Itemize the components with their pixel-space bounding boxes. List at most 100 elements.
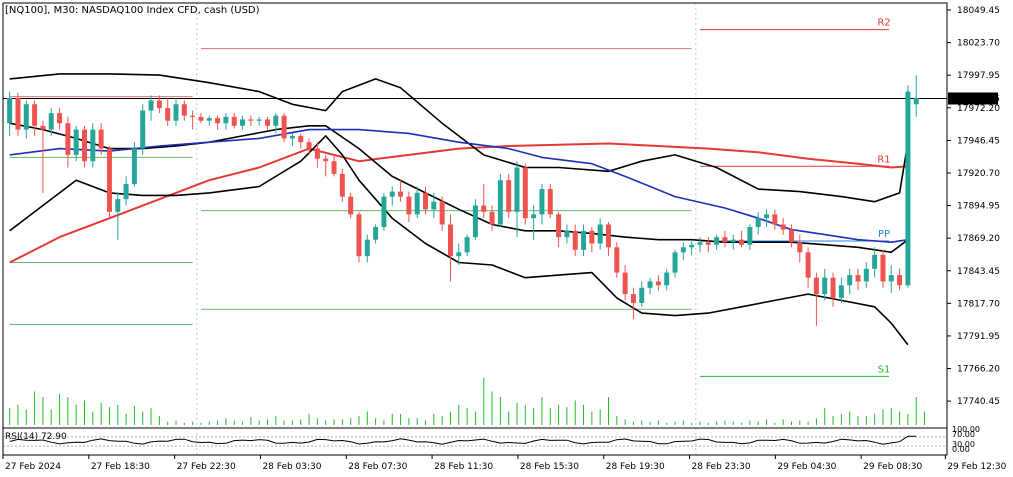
candle-body[interactable] (165, 108, 171, 121)
candle-body[interactable] (838, 285, 844, 298)
candle-body[interactable] (373, 227, 379, 240)
candle-body[interactable] (589, 230, 595, 244)
candle-body[interactable] (714, 237, 720, 245)
time-axis-label[interactable]: 29 Feb 04:30 (777, 462, 836, 472)
candle-body[interactable] (880, 254, 886, 282)
time-axis-label[interactable]: 27 Feb 18:30 (91, 462, 150, 472)
candle-body[interactable] (722, 237, 728, 243)
candle-body[interactable] (730, 239, 736, 243)
candle-body[interactable] (564, 230, 570, 238)
candle-body[interactable] (156, 100, 162, 109)
price-axis-label[interactable]: 17972.20 (957, 104, 1000, 114)
candle-body[interactable] (398, 191, 404, 197)
candlesticks[interactable] (7, 75, 919, 326)
candle-body[interactable] (48, 113, 54, 130)
candle-body[interactable] (506, 180, 512, 212)
candle-body[interactable] (822, 277, 828, 295)
candle-body[interactable] (206, 118, 212, 121)
candle-body[interactable] (830, 277, 836, 298)
candle-body[interactable] (531, 214, 537, 219)
candle-body[interactable] (788, 229, 794, 243)
candle-body[interactable] (406, 196, 412, 215)
candle-body[interactable] (423, 192, 429, 210)
candle-body[interactable] (863, 268, 869, 282)
price-axis-label[interactable]: 17766.20 (957, 365, 1000, 375)
candle-body[interactable] (15, 97, 21, 130)
candle-body[interactable] (772, 214, 778, 225)
candle-body[interactable] (639, 287, 645, 303)
candle-body[interactable] (605, 224, 611, 248)
candle-body[interactable] (389, 191, 395, 197)
candle-body[interactable] (65, 123, 71, 155)
time-axis-label[interactable]: 28 Feb 23:30 (692, 462, 751, 472)
candle-body[interactable] (256, 119, 262, 121)
price-axis-label[interactable]: 17791.95 (957, 332, 1000, 342)
time-axis-label[interactable]: 28 Feb 11:30 (434, 462, 493, 472)
candle-body[interactable] (98, 129, 104, 149)
time-axis-label[interactable]: 28 Feb 15:30 (520, 462, 579, 472)
candle-body[interactable] (597, 224, 603, 244)
candle-body[interactable] (148, 100, 154, 111)
candle-body[interactable] (82, 129, 88, 162)
candle-body[interactable] (215, 118, 221, 124)
candle-body[interactable] (522, 167, 528, 219)
candle-body[interactable] (381, 196, 387, 228)
candle-body[interactable] (797, 242, 803, 253)
candle-body[interactable] (32, 104, 38, 126)
candle-body[interactable] (456, 252, 462, 257)
time-axis-label[interactable]: 27 Feb 22:30 (177, 462, 236, 472)
candle-body[interactable] (764, 214, 770, 219)
candle-body[interactable] (855, 275, 861, 282)
candle-body[interactable] (306, 142, 312, 149)
candle-body[interactable] (414, 192, 420, 215)
candle-body[interactable] (140, 110, 146, 149)
candle-body[interactable] (314, 148, 320, 159)
candle-body[interactable] (680, 247, 686, 253)
candle-body[interactable] (664, 272, 670, 286)
candle-body[interactable] (364, 239, 370, 257)
candle-body[interactable] (472, 205, 478, 238)
price-axis-label[interactable]: 18023.70 (957, 39, 1000, 49)
candle-body[interactable] (131, 148, 137, 184)
candle-body[interactable] (248, 119, 254, 121)
candle-body[interactable] (339, 173, 345, 197)
candle-body[interactable] (647, 281, 653, 288)
candle-body[interactable] (447, 224, 453, 257)
candle-body[interactable] (897, 275, 903, 286)
candle-body[interactable] (780, 224, 786, 230)
candle-body[interactable] (431, 201, 437, 210)
candle-body[interactable] (298, 135, 304, 143)
candle-body[interactable] (739, 239, 745, 245)
candle-body[interactable] (173, 104, 179, 121)
price-axis-label[interactable]: 17997.95 (957, 71, 1000, 81)
candle-body[interactable] (223, 116, 229, 124)
price-axis-label[interactable]: 17920.70 (957, 169, 1000, 179)
candle-body[interactable] (913, 97, 919, 105)
candle-body[interactable] (697, 242, 703, 245)
candle-body[interactable] (323, 158, 329, 162)
candle-body[interactable] (514, 167, 520, 212)
candle-body[interactable] (539, 189, 545, 215)
candle-body[interactable] (198, 116, 204, 121)
candle-body[interactable] (90, 129, 96, 162)
candle-body[interactable] (747, 227, 753, 245)
current-price-tag[interactable] (948, 92, 998, 105)
candle-body[interactable] (464, 237, 470, 253)
price-axis-label[interactable]: 18049.45 (957, 6, 1000, 16)
candle-body[interactable] (273, 115, 279, 126)
candle-body[interactable] (614, 247, 620, 273)
candle-body[interactable] (181, 104, 187, 116)
price-axis-label[interactable]: 17946.45 (957, 136, 1000, 146)
candle-body[interactable] (439, 201, 445, 225)
candle-body[interactable] (23, 104, 29, 130)
candle-body[interactable] (755, 218, 761, 228)
price-axis-label[interactable]: 17843.45 (957, 267, 1000, 277)
candle-body[interactable] (556, 214, 562, 238)
candle-body[interactable] (547, 189, 553, 215)
candle-body[interactable] (356, 214, 362, 257)
candle-body[interactable] (231, 116, 237, 126)
time-axis-label[interactable]: 27 Feb 2024 (5, 462, 61, 472)
time-axis-label[interactable]: 28 Feb 07:30 (348, 462, 407, 472)
candle-body[interactable] (888, 275, 894, 282)
